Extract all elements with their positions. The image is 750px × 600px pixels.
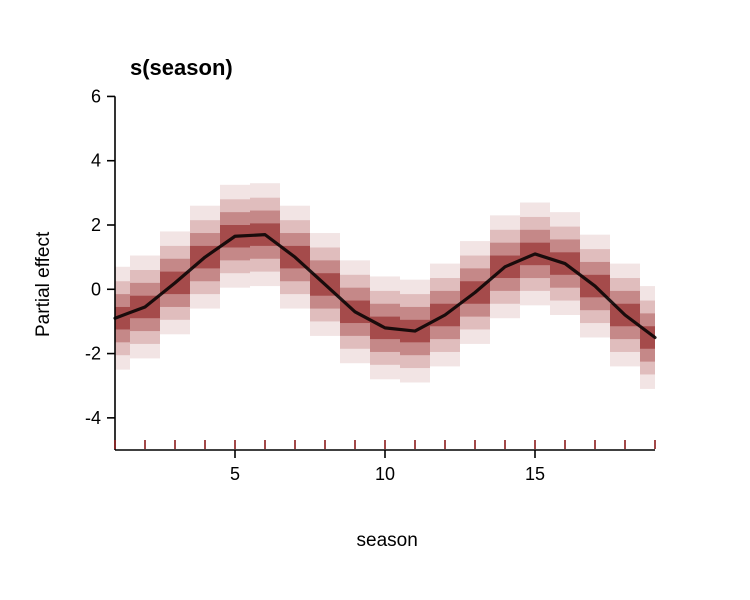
y-tick-label: 6 bbox=[91, 86, 101, 106]
x-tick-label: 15 bbox=[525, 464, 545, 484]
y-tick-label: -4 bbox=[85, 408, 101, 428]
x-tick-label: 5 bbox=[230, 464, 240, 484]
figure-container: s(season) Partial effect season 51015-4-… bbox=[0, 0, 750, 600]
chart-svg: 5 10 15 -4 -2 0 2 4 6 bbox=[0, 0, 750, 600]
y-tick-label: 2 bbox=[91, 215, 101, 235]
y-tick-label: 0 bbox=[91, 279, 101, 299]
y-tick-label: -2 bbox=[85, 344, 101, 364]
x-tick-label: 10 bbox=[375, 464, 395, 484]
y-tick-label: 4 bbox=[91, 151, 101, 171]
